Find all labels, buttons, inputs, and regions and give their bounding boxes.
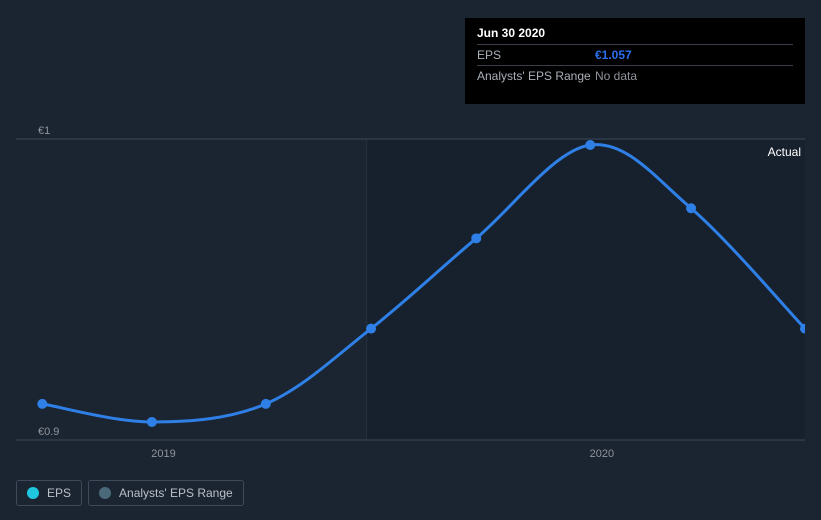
legend-swatch-eps xyxy=(27,487,39,499)
legend: EPS Analysts' EPS Range xyxy=(16,480,244,506)
tooltip-key: EPS xyxy=(477,48,595,62)
region-label-actual: Actual xyxy=(768,145,801,159)
tooltip-row-eps: EPS €1.057 xyxy=(477,44,793,65)
tooltip-key: Analysts' EPS Range xyxy=(477,69,595,83)
legend-label: EPS xyxy=(47,486,71,500)
tooltip-value: No data xyxy=(595,69,637,83)
tooltip-title: Jun 30 2020 xyxy=(477,26,793,44)
legend-swatch-range xyxy=(99,487,111,499)
eps-chart: Jun 30 2020 EPS €1.057 Analysts' EPS Ran… xyxy=(16,0,805,520)
tooltip-row-range: Analysts' EPS Range No data xyxy=(477,65,793,86)
x-tick-label: 2020 xyxy=(590,448,614,460)
y-tick-label: €1 xyxy=(38,125,50,137)
legend-item-range[interactable]: Analysts' EPS Range xyxy=(88,480,244,506)
y-tick-label: €0.9 xyxy=(38,426,59,438)
legend-item-eps[interactable]: EPS xyxy=(16,480,82,506)
tooltip-value: €1.057 xyxy=(595,48,632,62)
chart-tooltip: Jun 30 2020 EPS €1.057 Analysts' EPS Ran… xyxy=(465,18,805,104)
legend-label: Analysts' EPS Range xyxy=(119,486,233,500)
x-tick-label: 2019 xyxy=(151,448,175,460)
